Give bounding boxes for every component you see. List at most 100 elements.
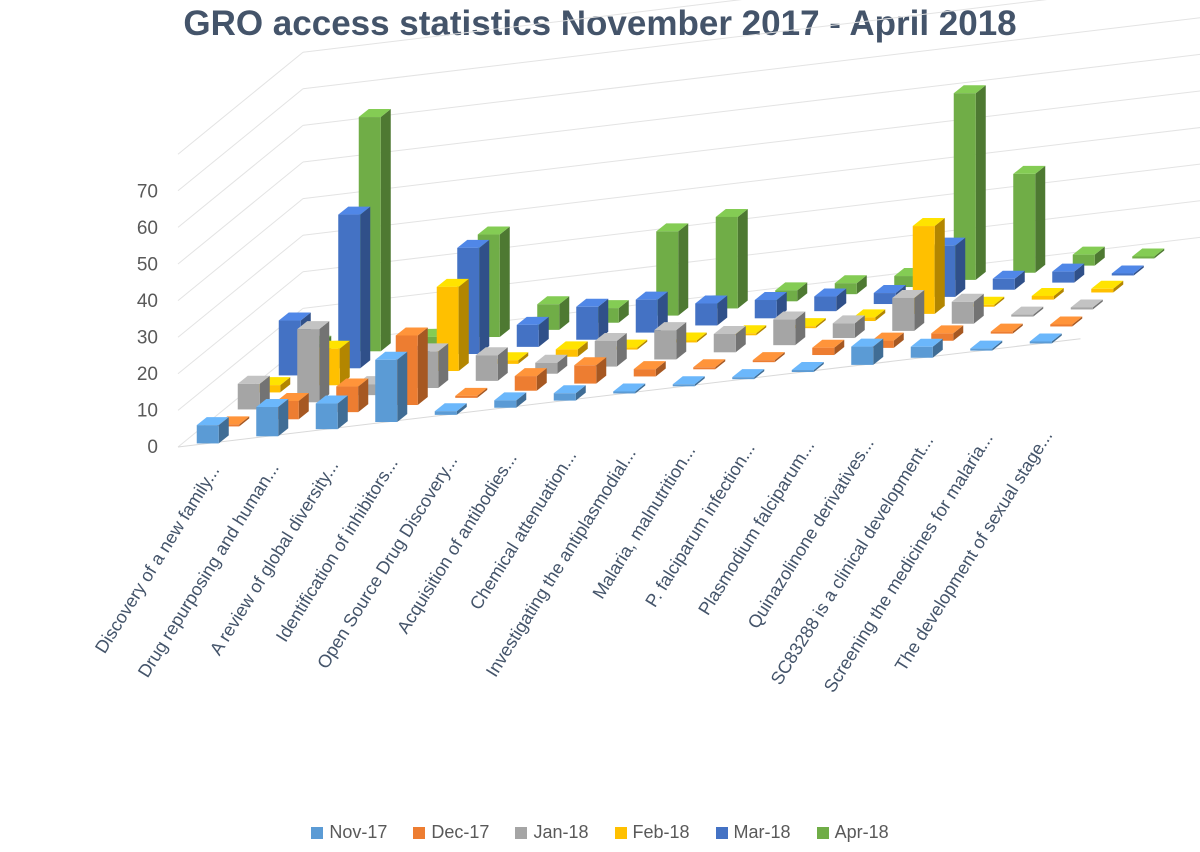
bar-front [894,276,917,288]
bar-side [813,362,824,373]
bar-Dec-17-6 [514,368,547,391]
bar-Jan-18-11 [832,315,865,339]
bar-top [992,270,1025,279]
bar-top [455,387,488,396]
bar-Jan-18-7 [594,332,627,367]
bar-top [834,275,867,284]
bar-Jan-18-10 [773,311,806,346]
category-label: Plasmodium falciparum... [694,437,818,619]
bar-side [795,311,806,346]
bar-Nov-17-6 [494,392,527,408]
legend-item: Mar-18 [715,822,791,843]
bar-front [754,300,777,319]
bar-side [815,318,826,329]
bar-side [676,322,687,360]
bar-top [832,315,865,324]
bar-side [992,340,1003,351]
bar-Dec-17-9 [693,359,726,370]
bar-Jan-18-5 [475,347,508,381]
legend-label: Jan-18 [533,822,589,842]
bar-Mar-18-8 [695,295,728,326]
bars [196,85,1165,444]
category-label: P. falciparum infection... [641,439,759,611]
bar-top [278,312,311,321]
legend-swatch [614,826,627,839]
bar-top [851,338,884,347]
bar-Dec-17-7 [574,357,607,384]
bar-top [773,311,806,320]
bar-top [375,351,408,360]
legend-item: Nov-17 [311,822,387,843]
bar-side [497,347,508,381]
bar-top [912,218,945,227]
bar-front [555,349,578,357]
bar-Nov-17-5 [434,403,467,415]
y-tick-label: 0 [147,437,158,458]
bar-side [1072,316,1083,327]
bar-top [436,278,469,287]
bar-side [655,361,666,377]
bar-Mar-18-14 [1052,263,1085,283]
bar-front [951,301,974,324]
legend-label: Feb-18 [632,822,690,842]
bar-Mar-18-10 [814,288,847,312]
bar-side [696,332,707,343]
bar-Nov-17-13 [910,338,943,358]
bar-front [1070,307,1093,310]
bar-Dec-17-14 [990,323,1023,334]
bar-top [754,292,787,301]
bar-top [576,298,609,307]
gridline [302,53,1200,163]
bar-top [315,395,348,404]
bar-side [934,218,945,314]
gridline-side [177,51,304,155]
bar-side [479,239,490,355]
bar-Dec-17-8 [633,361,666,377]
bar-side [337,395,348,430]
bar-front [553,393,576,401]
bar-side [596,357,607,384]
bar-top [635,291,668,300]
y-tick-label: 40 [137,291,158,312]
legend-swatch [515,826,528,839]
bar-side [797,282,808,302]
bar-front [672,384,695,387]
bar-top [970,340,1003,349]
bar-front [297,329,320,403]
bar-top [693,359,726,368]
bar-top [1052,263,1085,272]
bar-front [832,323,855,339]
bar-top [574,357,607,366]
legend-swatch [413,826,426,839]
bar-front [773,319,796,346]
bar-front [633,369,656,377]
bar-Nov-17-14 [970,340,1003,351]
bar-side [973,293,984,324]
bar-side [955,237,966,297]
bar-front [732,377,755,380]
y-tick-label: 70 [137,182,158,203]
bar-side [339,340,350,386]
bar-Jan-18-8 [654,322,687,360]
bar-front [992,278,1015,290]
bar-side [358,378,369,413]
bar-top [336,378,369,387]
bar-top [516,316,549,325]
bar-front [990,331,1013,334]
bar-front [1072,254,1095,266]
bar-side [1035,165,1046,273]
bar-side [1154,248,1165,259]
bar-Nov-17-11 [791,362,824,373]
bar-side [875,309,886,322]
bar-top [1072,246,1105,255]
bar-front [713,334,736,353]
bar-top [713,326,746,335]
bar-side [417,327,428,406]
bar-top [535,354,568,363]
x-axis-labels: Discovery of a new family...Drug repurpo… [91,427,1056,696]
bar-front [338,214,361,369]
bar-side [873,338,884,365]
bar-front [613,391,636,394]
bar-Mar-18-2 [338,206,371,369]
bar-side [438,343,449,389]
